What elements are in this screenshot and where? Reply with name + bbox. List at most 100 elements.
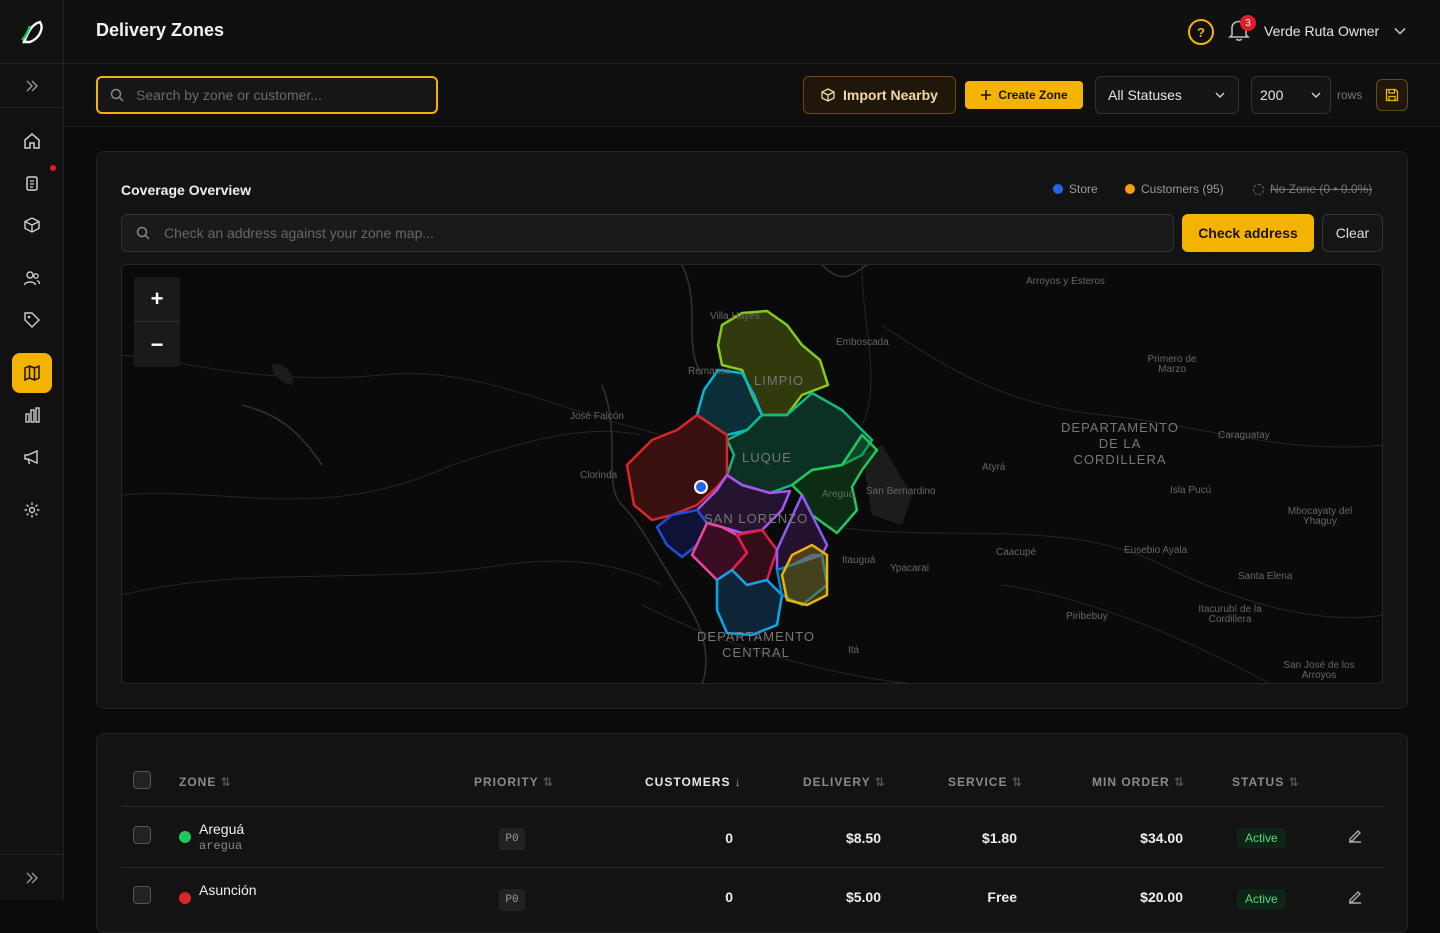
top-bar: Delivery Zones ? 3 Verde Ruta Owner <box>64 0 1440 64</box>
map-label-caacupe: Caacupé <box>996 547 1037 558</box>
map-label-san-bernardino: San Bernardino <box>866 486 936 497</box>
status-filter-value: All Statuses <box>1108 87 1182 103</box>
zone-name[interactable]: Areguá <box>199 821 245 837</box>
coverage-overview-card: Coverage Overview Store Customers (95) N… <box>96 151 1408 709</box>
row-checkbox[interactable] <box>133 826 151 844</box>
rows-label: rows <box>1337 88 1363 102</box>
chevron-down-icon <box>1311 92 1321 99</box>
column-header-status[interactable]: STATUS ⇅ <box>1232 775 1300 789</box>
sort-icon: ⇅ <box>1011 775 1023 789</box>
box-icon <box>24 217 40 233</box>
address-check-input[interactable] <box>164 225 1144 241</box>
legend-no-zone[interactable]: No Zone (0 • 0.0%) <box>1253 182 1372 196</box>
column-header-customers-label: CUSTOMERS <box>645 775 731 789</box>
collapse-sidebar-button[interactable] <box>0 854 64 900</box>
column-header-zone-label: ZONE <box>179 775 217 789</box>
map-label-mbocayaty: Mbocayaty del Yhaguy <box>1287 506 1353 527</box>
sidebar-item-delivery-zones[interactable] <box>12 353 52 393</box>
chevron-down-icon[interactable] <box>1394 24 1406 42</box>
legend-no-zone-label: No Zone (0 • 0.0%) <box>1270 182 1373 196</box>
row-checkbox[interactable] <box>133 886 151 904</box>
zone-search-input[interactable] <box>136 87 416 103</box>
sort-icon: ⇅ <box>542 775 554 789</box>
legend-customers-label: Customers (95) <box>1141 182 1224 196</box>
create-zone-label: Create Zone <box>998 88 1068 102</box>
column-header-delivery-label: DELIVERY <box>803 775 871 789</box>
users-icon <box>23 271 41 286</box>
rows-per-page-select[interactable]: 200 <box>1251 76 1331 114</box>
sidebar-item-settings[interactable] <box>12 490 52 530</box>
map-label-san-lorenzo: SAN LORENZO <box>704 511 809 526</box>
map-label-itaugua: Itauguá <box>842 555 876 566</box>
zone-color-dot <box>179 892 191 904</box>
sidebar-item-marketing[interactable] <box>12 437 52 477</box>
sidebar-item-orders[interactable] <box>12 163 56 203</box>
expand-sidebar-button[interactable] <box>0 64 64 108</box>
header-divider <box>121 806 1385 807</box>
package-icon <box>821 88 835 102</box>
import-nearby-label: Import Nearby <box>843 87 938 103</box>
notification-count-badge: 3 <box>1240 15 1256 31</box>
sort-icon: ⇅ <box>874 775 886 789</box>
zone-search[interactable] <box>96 76 438 114</box>
plus-icon <box>981 90 992 100</box>
coverage-title: Coverage Overview <box>121 182 251 198</box>
home-icon <box>24 133 40 149</box>
column-header-status-label: STATUS <box>1232 775 1285 789</box>
map-label-ita: Itá <box>848 645 860 656</box>
save-view-button[interactable] <box>1376 79 1408 111</box>
column-header-zone[interactable]: ZONE ⇅ <box>179 775 232 789</box>
tag-icon <box>24 312 40 328</box>
user-menu[interactable]: Verde Ruta Owner <box>1264 23 1380 39</box>
zoom-out-button[interactable]: − <box>150 331 164 357</box>
orders-icon <box>26 176 38 191</box>
sidebar-item-products[interactable] <box>12 205 52 245</box>
check-address-button[interactable]: Check address <box>1182 214 1314 252</box>
column-header-min-order[interactable]: MIN ORDER ⇅ <box>1092 775 1185 789</box>
delivery-fee: $5.00 <box>845 889 881 905</box>
status-filter-select[interactable]: All Statuses <box>1095 76 1239 114</box>
map-label-santa-elena: Santa Elena <box>1238 571 1293 582</box>
map-label-ypacarai: Ypacaraí <box>890 563 930 574</box>
row-divider <box>121 867 1385 868</box>
edit-icon <box>1349 830 1361 843</box>
address-check-field[interactable] <box>121 214 1174 252</box>
zone-color-dot <box>179 831 191 843</box>
help-button[interactable]: ? <box>1188 19 1214 45</box>
column-header-delivery[interactable]: DELIVERY ⇅ <box>803 775 886 789</box>
zone-slug: aregua <box>199 839 243 853</box>
create-zone-button[interactable]: Create Zone <box>965 81 1083 109</box>
customers-count: 0 <box>725 889 733 905</box>
orders-notification-dot <box>50 165 56 171</box>
edit-icon <box>1349 891 1361 904</box>
zoom-in-button[interactable]: + <box>134 277 180 322</box>
select-all-checkbox[interactable] <box>133 771 151 789</box>
map-label-caraguatay: Caraguatay <box>1218 430 1270 441</box>
zone-name[interactable]: Asunción <box>199 882 257 898</box>
legend-customers: Customers (95) <box>1125 182 1224 196</box>
min-order: $34.00 <box>1140 830 1183 846</box>
save-icon <box>1385 88 1399 102</box>
import-nearby-button[interactable]: Import Nearby <box>803 76 956 114</box>
sidebar-item-discounts[interactable] <box>12 300 52 340</box>
map-label-eusebio: Eusebio Ayala <box>1124 545 1188 556</box>
column-header-customers[interactable]: CUSTOMERS ↓ <box>645 775 742 789</box>
column-header-min-order-label: MIN ORDER <box>1092 775 1170 789</box>
map-label-emboscada: Emboscada <box>836 337 889 348</box>
edit-zone-button[interactable] <box>1347 828 1363 849</box>
sidebar-item-analytics[interactable] <box>12 395 52 435</box>
map-label-atyra: Atyrá <box>982 462 1006 473</box>
bar-chart-icon <box>25 407 40 423</box>
store-marker[interactable] <box>694 480 708 494</box>
sidebar-item-home[interactable] <box>12 121 52 161</box>
app-logo[interactable] <box>0 0 64 64</box>
clear-address-button[interactable]: Clear <box>1322 214 1383 252</box>
column-header-service[interactable]: SERVICE ⇅ <box>948 775 1023 789</box>
legend-store: Store <box>1053 182 1098 196</box>
search-icon <box>136 226 150 240</box>
sidebar-item-customers[interactable] <box>12 258 52 298</box>
map-rivers <box>241 265 868 683</box>
column-header-priority[interactable]: PRIORITY ⇅ <box>474 775 554 789</box>
status-badge: Active <box>1237 828 1286 848</box>
zone-map[interactable]: + − Arroyos y Esteros Villa Hayes Embosc… <box>121 264 1383 684</box>
